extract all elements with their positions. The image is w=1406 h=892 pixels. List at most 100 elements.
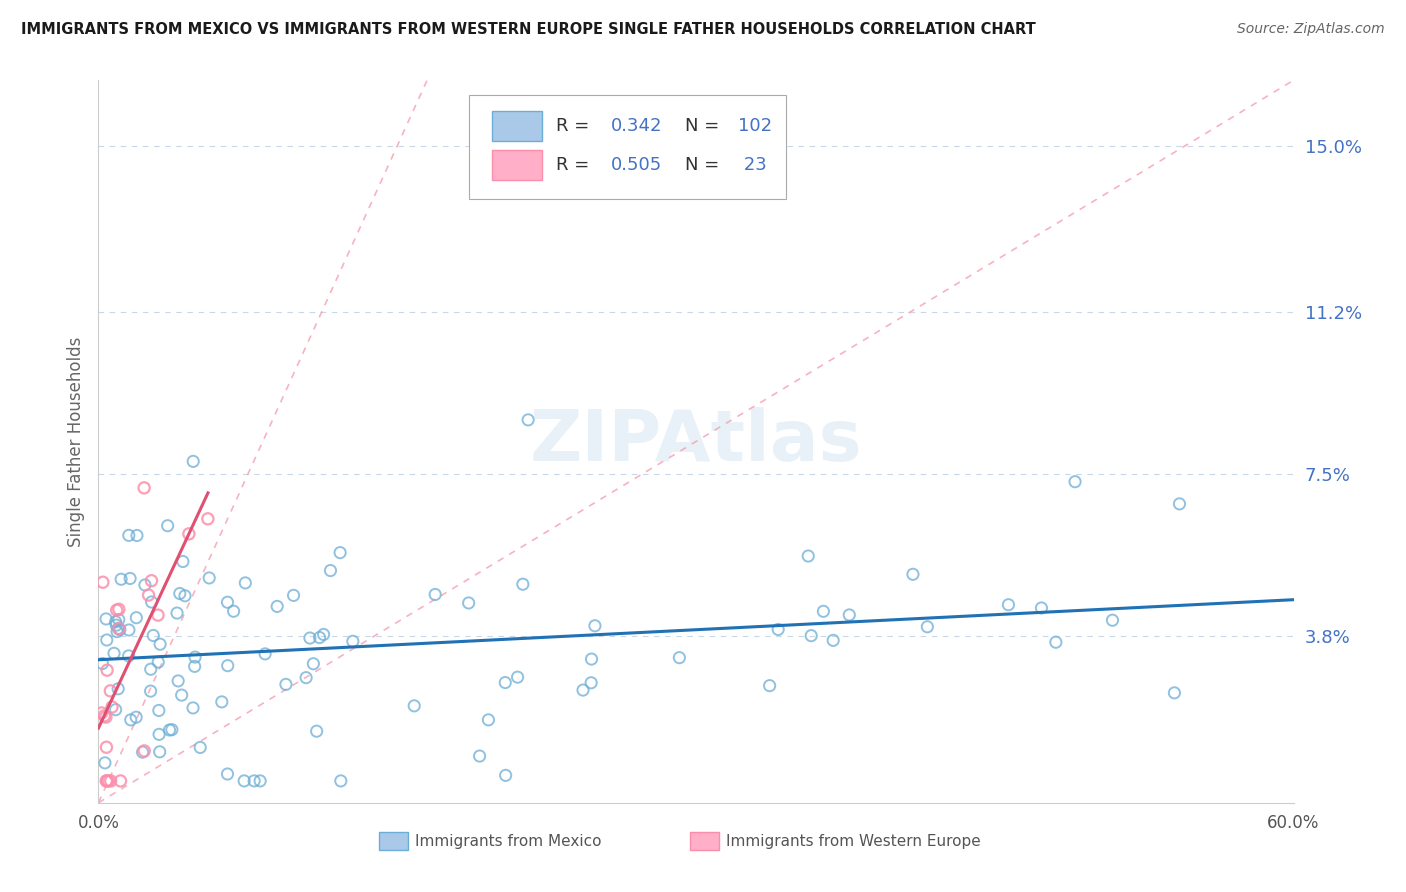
Point	[305, 724, 328, 739]
Point	[198, 571, 221, 585]
Text: Source: ZipAtlas.com: Source: ZipAtlas.com	[1237, 22, 1385, 37]
Point	[274, 677, 297, 691]
Point	[581, 652, 603, 666]
Point	[104, 615, 127, 629]
Point	[342, 634, 364, 648]
Point	[917, 620, 939, 634]
Bar	[380, 832, 408, 850]
Point	[108, 622, 131, 636]
Point	[997, 598, 1019, 612]
Point	[477, 713, 499, 727]
Point	[94, 756, 117, 770]
Point	[197, 512, 219, 526]
Point	[457, 596, 479, 610]
Point	[134, 481, 156, 495]
Point	[125, 710, 148, 724]
Point	[517, 413, 540, 427]
Point	[183, 659, 205, 673]
Point	[104, 703, 127, 717]
Text: R =: R =	[557, 117, 595, 135]
Point	[572, 683, 595, 698]
Point	[800, 629, 823, 643]
Point	[170, 688, 193, 702]
FancyBboxPatch shape	[492, 111, 541, 141]
Point	[91, 657, 114, 671]
Point	[1031, 601, 1053, 615]
Point	[105, 624, 128, 639]
Point	[298, 631, 321, 645]
Point	[98, 684, 121, 698]
Point	[108, 623, 131, 637]
Point	[118, 528, 141, 542]
Point	[141, 595, 163, 609]
Point	[233, 773, 256, 788]
Point	[217, 658, 239, 673]
Text: Immigrants from Western Europe: Immigrants from Western Europe	[725, 834, 980, 848]
Point	[96, 773, 118, 788]
Point	[118, 648, 141, 663]
Point	[181, 454, 204, 468]
Point	[146, 608, 169, 623]
Point	[156, 518, 179, 533]
Point	[101, 700, 124, 714]
Point	[103, 646, 125, 660]
Point	[110, 773, 132, 788]
Point	[97, 773, 120, 788]
Point	[118, 623, 141, 637]
Text: R =: R =	[557, 156, 595, 174]
Point	[813, 604, 835, 618]
Point	[120, 713, 142, 727]
FancyBboxPatch shape	[492, 150, 541, 180]
Point	[217, 767, 239, 781]
Bar	[690, 832, 718, 850]
Point	[283, 588, 305, 602]
Point	[233, 575, 256, 590]
Point	[160, 723, 183, 737]
Point	[131, 745, 153, 759]
Point	[766, 623, 789, 637]
Point	[758, 679, 780, 693]
Point	[167, 673, 190, 688]
Text: ZIPAtlas: ZIPAtlas	[530, 407, 862, 476]
Point	[243, 773, 266, 788]
Text: 23: 23	[738, 156, 766, 174]
FancyBboxPatch shape	[470, 95, 786, 200]
Point	[120, 572, 142, 586]
Point	[148, 655, 170, 669]
Point	[148, 704, 170, 718]
Point	[96, 663, 118, 677]
Point	[139, 684, 162, 698]
Point	[105, 618, 128, 632]
Point	[668, 650, 690, 665]
Point	[188, 740, 211, 755]
Point	[141, 574, 163, 588]
Point	[107, 613, 129, 627]
Point	[329, 773, 352, 788]
Text: N =: N =	[685, 156, 725, 174]
Point	[266, 599, 288, 614]
Point	[148, 727, 170, 741]
Point	[579, 675, 602, 690]
Point	[184, 650, 207, 665]
Point	[312, 627, 335, 641]
Point	[93, 708, 115, 723]
Point	[138, 588, 160, 602]
Point	[94, 612, 117, 626]
Point	[139, 662, 162, 676]
Y-axis label: Single Father Households: Single Father Households	[66, 336, 84, 547]
Point	[169, 586, 191, 600]
Text: Immigrants from Mexico: Immigrants from Mexico	[415, 834, 602, 848]
Point	[583, 619, 606, 633]
Point	[308, 631, 330, 645]
Point	[172, 554, 194, 568]
Point	[425, 587, 447, 601]
Text: N =: N =	[685, 117, 725, 135]
Point	[142, 628, 165, 642]
Text: 0.505: 0.505	[612, 156, 662, 174]
Point	[494, 675, 516, 690]
Point	[254, 647, 277, 661]
Point	[249, 773, 271, 788]
Point	[823, 633, 845, 648]
Point	[797, 549, 820, 563]
Point	[217, 595, 239, 609]
